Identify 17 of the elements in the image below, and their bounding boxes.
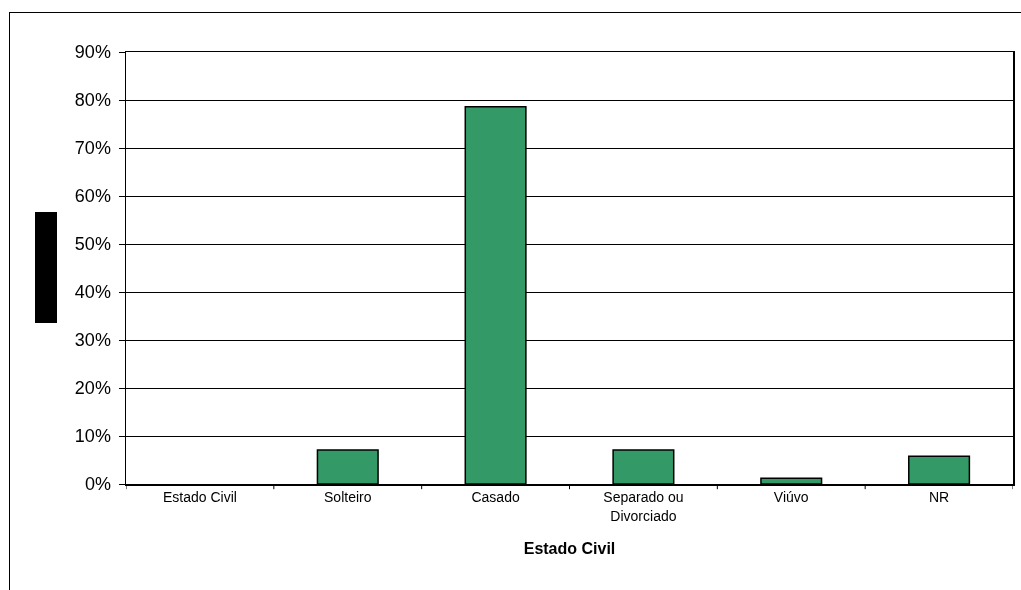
x-tick-label: NR xyxy=(928,489,950,506)
y-tick-label: 20% xyxy=(74,378,111,399)
x-tick-label: Viúvo xyxy=(773,489,809,506)
y-tick-label: 10% xyxy=(74,426,111,447)
x-tick-label: Casado xyxy=(471,489,520,506)
y-tick-label: 50% xyxy=(74,234,111,255)
x-tick-label: Separado ou Divorciado xyxy=(603,489,684,524)
x-axis-title: Estado Civil xyxy=(523,539,616,557)
y-tick-label: 30% xyxy=(74,330,111,351)
y-tick-label: 60% xyxy=(74,186,111,207)
y-tick-label: 40% xyxy=(74,282,111,303)
y-tick-label: 80% xyxy=(74,90,111,111)
x-tick-label: Estado Civil xyxy=(162,489,237,506)
y-tick-label: 0% xyxy=(84,474,111,495)
y-tick-label: 90% xyxy=(74,42,111,63)
y-tick-label: 70% xyxy=(74,138,111,159)
x-tick-label: Solteiro xyxy=(324,489,372,506)
